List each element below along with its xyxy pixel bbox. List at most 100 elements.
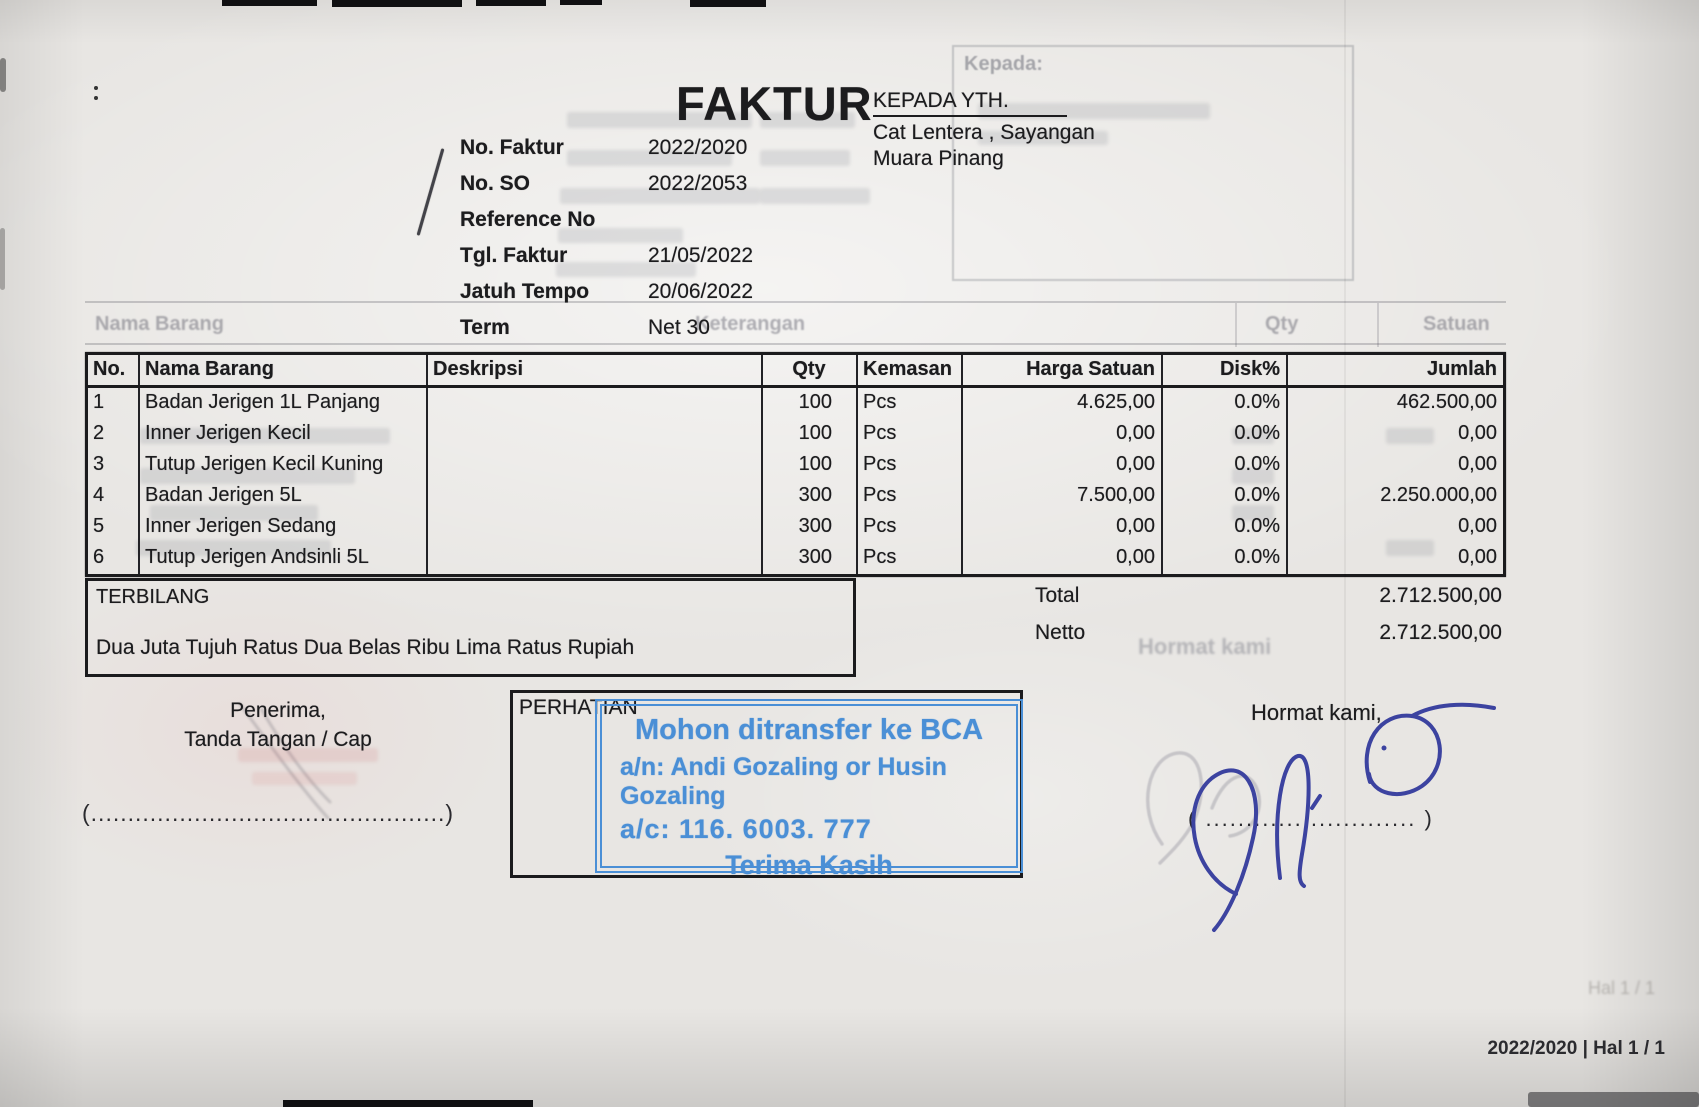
cell-jumlah: 462.500,00 <box>1396 391 1497 413</box>
totals-block: Total 2.712.500,00 Netto 2.712.500,00 <box>1035 584 1502 658</box>
stamp-line-account-name: a/n: Andi Gozaling or Husin Gozaling <box>620 753 947 810</box>
cell-no: 4 <box>88 481 140 512</box>
table-row: 3 Tutup Jerigen Kecil Kuning 100 Pcs 0,0… <box>88 450 1503 481</box>
ghost-page-number: Hal 1 / 1 <box>1588 978 1656 998</box>
cell-desk <box>428 419 763 450</box>
page-footer: 2022/2020 | Hal 1 / 1 <box>1487 1038 1665 1059</box>
document-title: FAKTUR <box>676 77 873 130</box>
ghost-band-col: Nama Barang <box>95 313 224 335</box>
scan-artifact <box>476 0 546 6</box>
netto-label: Netto <box>1035 621 1086 644</box>
meta-value: 21/05/2022 <box>648 244 754 267</box>
receiver-line1: Penerima, <box>230 699 326 722</box>
ghost-text-bar <box>1232 468 1274 484</box>
ghost-divider <box>1235 303 1237 347</box>
cell-disk: 0.0% <box>1163 512 1288 543</box>
col-header-kemasan: Kemasan <box>858 355 963 385</box>
scan-artifact <box>222 0 317 6</box>
ghost-red-stamp-bar <box>238 748 378 762</box>
cell-no: 3 <box>88 450 140 481</box>
meta-row: Reference No <box>460 208 880 244</box>
netto-row: Netto 2.712.500,00 <box>1035 621 1502 658</box>
terbilang-box: TERBILANG Dua Juta Tujuh Ratus Dua Belas… <box>85 578 856 677</box>
receiver-line2: Tanda Tangan / Cap <box>184 728 372 751</box>
ghost-band-col: Qty <box>1265 313 1299 335</box>
meta-value: Net 30 <box>648 316 710 339</box>
table-row: 5 Inner Jerigen Sedang 300 Pcs 0,00 0.0%… <box>88 512 1503 543</box>
bank-transfer-stamp: Mohon ditransfer ke BCA a/n: Andi Gozali… <box>595 699 1023 880</box>
cell-desk <box>428 388 763 419</box>
pen-signature <box>1191 702 1496 932</box>
table-row: 6 Tutup Jerigen Andsinli 5L 300 Pcs 0,00… <box>88 543 1503 574</box>
cell-qty: 300 <box>763 543 858 574</box>
items-table: No. Nama Barang Deskripsi Qty Kemasan Ha… <box>85 352 1506 577</box>
cell-no: 2 <box>88 419 140 450</box>
cell-no: 1 <box>88 388 140 419</box>
total-value: 2.712.500,00 <box>1379 584 1502 607</box>
hormat-dotted-line: ( .......................... ) <box>1188 806 1434 831</box>
meta-row: No. Faktur 2022/2020 <box>460 136 880 172</box>
meta-label: No. Faktur <box>460 136 564 159</box>
cell-harga: 0,00 <box>963 419 1163 450</box>
scan-smudge <box>0 58 6 92</box>
recipient-name: Cat Lentera , Sayangan <box>873 121 1095 144</box>
cell-kemasan: Pcs <box>858 388 963 419</box>
ghost-text-bar <box>567 150 732 166</box>
recipient-city: Muara Pinang <box>873 147 1004 170</box>
col-header-qty: Qty <box>763 355 858 385</box>
col-header-no: No. <box>88 355 140 385</box>
ghost-text-bar <box>556 262 696 277</box>
terbilang-label: TERBILANG <box>96 586 210 608</box>
ghost-text-bar <box>760 112 855 128</box>
cell-nama: Tutup Jerigen Andsinli 5L <box>140 543 428 574</box>
ghost-band-col: Satuan <box>1423 313 1490 335</box>
ghost-text-bar <box>567 112 752 128</box>
recipient-block: KEPADA YTH. Cat Lentera , Sayangan Muara… <box>873 88 1095 172</box>
meta-row: No. SO 2022/2053 <box>460 172 880 208</box>
cell-no: 5 <box>88 512 140 543</box>
cell-disk: 0.0% <box>1163 419 1288 450</box>
cell-qty: 100 <box>763 419 858 450</box>
ghost-divider <box>1377 303 1379 347</box>
col-header-harga: Harga Satuan <box>963 355 1163 385</box>
total-row: Total 2.712.500,00 <box>1035 584 1502 621</box>
cell-kemasan: Pcs <box>858 481 963 512</box>
scan-artifact <box>332 0 462 7</box>
table-row: 2 Inner Jerigen Kecil 100 Pcs 0,00 0.0% … <box>88 419 1503 450</box>
meta-row: Jatuh Tempo 20/06/2022 <box>460 280 880 316</box>
cell-disk: 0.0% <box>1163 543 1288 574</box>
cell-desk <box>428 450 763 481</box>
scan-smudge <box>0 228 5 290</box>
meta-label: No. SO <box>460 172 531 195</box>
scan-artifact <box>690 0 766 7</box>
cell-jumlah: 0,00 <box>1458 546 1497 568</box>
meta-label: Term <box>460 316 510 339</box>
cell-harga: 0,00 <box>963 450 1163 481</box>
ghost-text-bar <box>136 540 331 556</box>
invoice-meta: No. Faktur 2022/2020 No. SO 2022/2053 Re… <box>460 136 880 352</box>
cell-jumlah: 0,00 <box>1458 515 1497 537</box>
ghost-table-header-band: Nama Barang Keterangan Qty Satuan <box>85 301 1506 347</box>
meta-label: Tgl. Faktur <box>460 244 568 267</box>
cell-desk <box>428 543 763 574</box>
meta-label: Jatuh Tempo <box>460 280 590 303</box>
meta-label: Reference No <box>460 208 596 231</box>
meta-value: 2022/2053 <box>648 172 748 195</box>
cell-disk: 0.0% <box>1163 450 1288 481</box>
paper-fold-line <box>1344 0 1346 1107</box>
cell-nama: Inner Jerigen Kecil <box>140 419 428 450</box>
ghost-text-bar <box>560 188 760 204</box>
total-label: Total <box>1035 584 1080 607</box>
ghost-text-bar <box>140 468 355 484</box>
cell-jumlah: 0,00 <box>1458 453 1497 475</box>
netto-value: 2.712.500,00 <box>1379 621 1502 644</box>
ghost-text-bar <box>1386 540 1434 556</box>
ghost-text-bar <box>760 188 870 204</box>
cell-kemasan: Pcs <box>858 543 963 574</box>
cell-desk <box>428 512 763 543</box>
meta-value: 20/06/2022 <box>648 280 754 303</box>
cell-qty: 300 <box>763 481 858 512</box>
cell-jumlah: 0,00 <box>1458 422 1497 444</box>
recipient-label: KEPADA YTH. <box>873 88 1067 117</box>
